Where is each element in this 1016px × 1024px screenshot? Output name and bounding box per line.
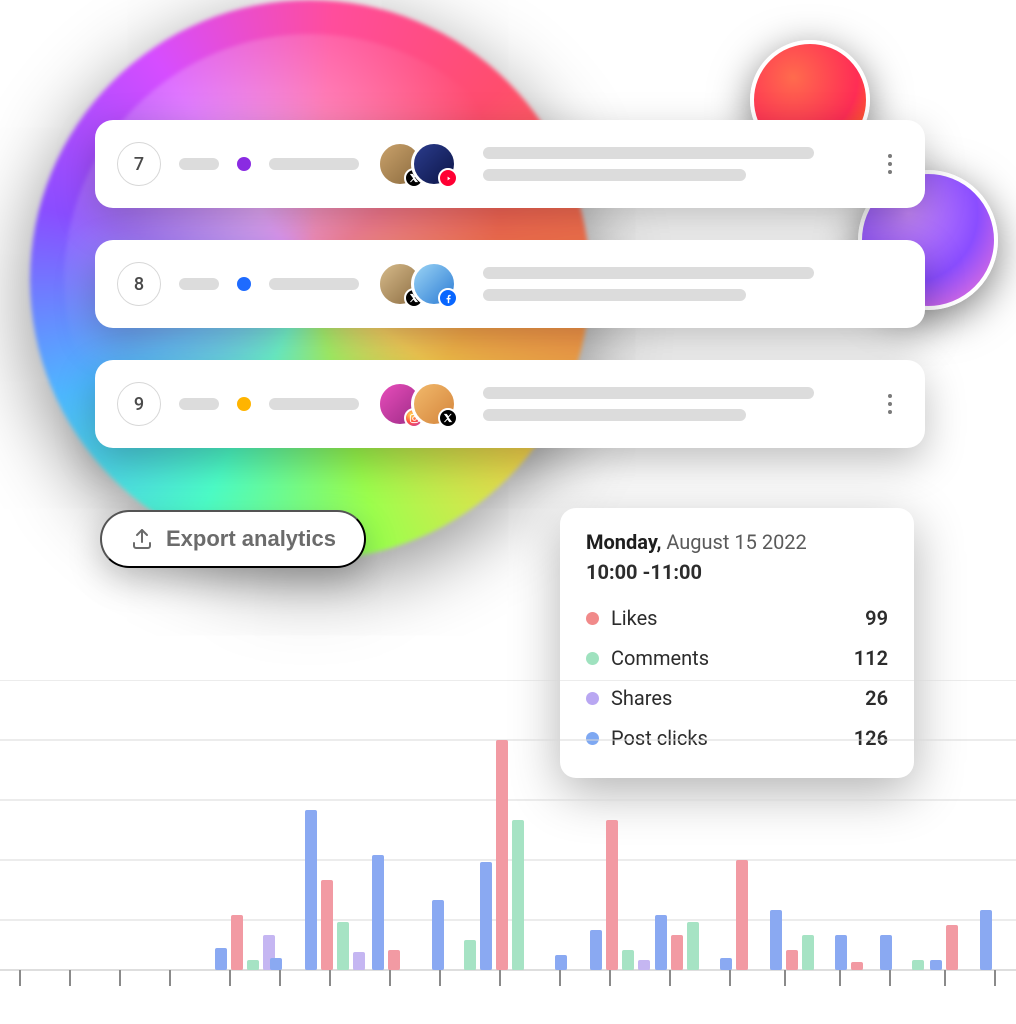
status-dot — [237, 157, 251, 171]
avatar-stack — [377, 381, 457, 427]
ranked-post-list: 7 8 — [95, 120, 925, 448]
chart-bar — [388, 950, 400, 970]
rank-badge: 7 — [117, 142, 161, 186]
tooltip-metric-row: Likes 99 — [586, 598, 888, 638]
chart-bar — [880, 935, 892, 970]
placeholder-bar — [179, 158, 219, 170]
metric-value: 99 — [865, 606, 888, 630]
chart-bar — [687, 922, 699, 970]
status-dot — [237, 277, 251, 291]
chart-bar — [736, 860, 748, 970]
chart-bar — [231, 915, 243, 970]
export-analytics-button[interactable]: Export analytics — [100, 510, 366, 568]
chart-bar — [851, 962, 863, 970]
placeholder-bar — [269, 158, 359, 170]
fb-icon — [438, 288, 458, 308]
chart-bar — [835, 935, 847, 970]
chart-bar — [980, 910, 992, 970]
chart-bar — [770, 910, 782, 970]
chart-bar — [555, 955, 567, 970]
placeholder-lines — [483, 147, 859, 181]
chart-bar — [247, 960, 259, 970]
status-dot — [237, 397, 251, 411]
chart-bar — [512, 820, 524, 970]
placeholder-lines — [483, 387, 859, 421]
avatar — [411, 381, 457, 427]
metric-dot — [586, 652, 599, 665]
metric-value: 112 — [854, 646, 888, 670]
avatar-stack — [377, 261, 457, 307]
metric-label: Comments — [611, 646, 842, 670]
chart-bar — [337, 922, 349, 970]
chart-bar — [372, 855, 384, 970]
tooltip-date: Monday, August 15 2022 — [586, 530, 888, 554]
metric-label: Likes — [611, 606, 853, 630]
chart-bar — [786, 950, 798, 970]
chart-bar — [638, 960, 650, 970]
chart-bar — [946, 925, 958, 970]
more-menu-icon[interactable] — [877, 394, 903, 414]
tooltip-time-range: 10:00 -11:00 — [586, 560, 888, 584]
export-icon — [130, 527, 154, 551]
rank-badge: 9 — [117, 382, 161, 426]
post-row[interactable]: 9 — [95, 360, 925, 448]
chart-bar — [590, 930, 602, 970]
chart-bar — [671, 935, 683, 970]
post-row[interactable]: 7 — [95, 120, 925, 208]
tooltip-metric-row: Comments 112 — [586, 638, 888, 678]
chart-bar — [912, 960, 924, 970]
chart-bar — [496, 740, 508, 970]
chart-bar — [622, 950, 634, 970]
placeholder-lines — [483, 267, 859, 301]
chart-bar — [720, 958, 732, 970]
chart-bar — [353, 952, 365, 970]
chart-bar — [606, 820, 618, 970]
export-analytics-label: Export analytics — [166, 526, 336, 552]
placeholder-bar — [179, 278, 219, 290]
chart-bar — [432, 900, 444, 970]
chart-bar — [305, 810, 317, 970]
engagement-bar-chart — [0, 680, 1016, 1000]
chart-bar — [655, 915, 667, 970]
placeholder-bar — [269, 278, 359, 290]
yt-icon — [438, 168, 458, 188]
x-icon — [438, 408, 458, 428]
metric-dot — [586, 612, 599, 625]
avatar — [411, 141, 457, 187]
avatar — [411, 261, 457, 307]
avatar-stack — [377, 141, 457, 187]
chart-bar — [464, 940, 476, 970]
chart-bar — [215, 948, 227, 970]
chart-bar — [802, 935, 814, 970]
more-menu-icon[interactable] — [877, 154, 903, 174]
chart-bar — [930, 960, 942, 970]
chart-bar — [270, 958, 282, 970]
rank-badge: 8 — [117, 262, 161, 306]
post-row[interactable]: 8 — [95, 240, 925, 328]
chart-bar — [480, 862, 492, 970]
placeholder-bar — [179, 398, 219, 410]
placeholder-bar — [269, 398, 359, 410]
chart-bar — [321, 880, 333, 970]
